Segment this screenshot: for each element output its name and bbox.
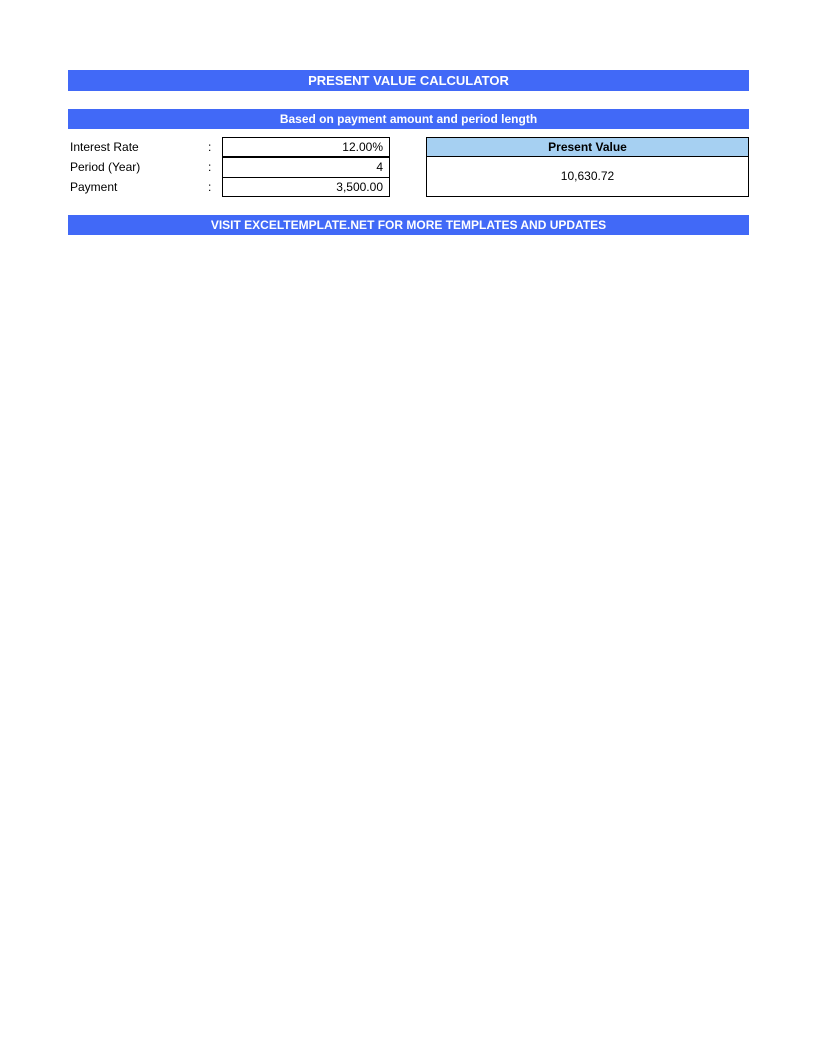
result-value: 10,630.72 [426, 157, 749, 197]
footer-bar: VISIT EXCELTEMPLATE.NET FOR MORE TEMPLAT… [68, 215, 749, 235]
input-row-payment: Payment : 3,500.00 [68, 177, 390, 197]
interest-rate-label: Interest Rate [68, 140, 208, 154]
colon: : [208, 160, 222, 174]
colon: : [208, 140, 222, 154]
payment-label: Payment [68, 180, 208, 194]
input-row-period: Period (Year) : 4 [68, 157, 390, 177]
content-row: Interest Rate : 12.00% Period (Year) : 4… [68, 137, 749, 197]
payment-cell[interactable]: 3,500.00 [222, 177, 390, 197]
period-label: Period (Year) [68, 160, 208, 174]
input-row-interest-rate: Interest Rate : 12.00% [68, 137, 390, 157]
colon: : [208, 180, 222, 194]
title-bar: PRESENT VALUE CALCULATOR [68, 70, 749, 91]
interest-rate-cell[interactable]: 12.00% [222, 137, 390, 157]
result-header: Present Value [426, 137, 749, 157]
inputs-section: Interest Rate : 12.00% Period (Year) : 4… [68, 137, 390, 197]
result-section: Present Value 10,630.72 [426, 137, 749, 197]
period-cell[interactable]: 4 [222, 157, 390, 177]
subtitle-bar: Based on payment amount and period lengt… [68, 109, 749, 129]
